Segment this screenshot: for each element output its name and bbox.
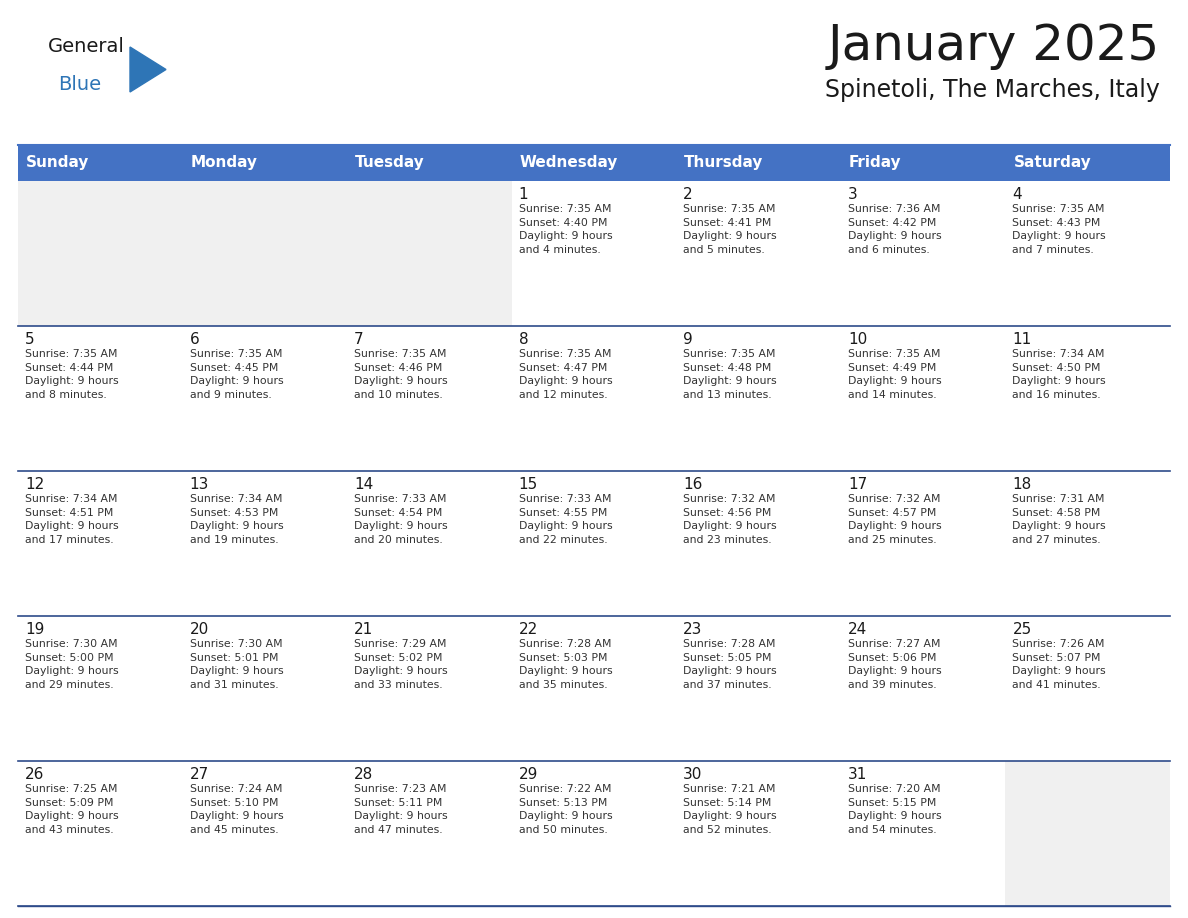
- Text: Sunrise: 7:35 AM
Sunset: 4:40 PM
Daylight: 9 hours
and 4 minutes.: Sunrise: 7:35 AM Sunset: 4:40 PM Dayligh…: [519, 204, 612, 255]
- Text: Sunrise: 7:36 AM
Sunset: 4:42 PM
Daylight: 9 hours
and 6 minutes.: Sunrise: 7:36 AM Sunset: 4:42 PM Dayligh…: [848, 204, 941, 255]
- Bar: [183, 181, 347, 326]
- Text: Wednesday: Wednesday: [519, 155, 618, 171]
- Text: Sunrise: 7:30 AM
Sunset: 5:01 PM
Daylight: 9 hours
and 31 minutes.: Sunrise: 7:30 AM Sunset: 5:01 PM Dayligh…: [190, 639, 283, 689]
- Text: Blue: Blue: [58, 75, 101, 94]
- Bar: [183, 145, 347, 181]
- Text: Saturday: Saturday: [1013, 155, 1092, 171]
- Text: 23: 23: [683, 622, 702, 637]
- Text: 1: 1: [519, 187, 529, 202]
- Text: 9: 9: [683, 332, 693, 347]
- Text: 28: 28: [354, 767, 373, 782]
- Text: Sunrise: 7:35 AM
Sunset: 4:43 PM
Daylight: 9 hours
and 7 minutes.: Sunrise: 7:35 AM Sunset: 4:43 PM Dayligh…: [1012, 204, 1106, 255]
- Bar: [18, 181, 1170, 326]
- Text: Sunrise: 7:34 AM
Sunset: 4:50 PM
Daylight: 9 hours
and 16 minutes.: Sunrise: 7:34 AM Sunset: 4:50 PM Dayligh…: [1012, 349, 1106, 400]
- Text: Sunrise: 7:35 AM
Sunset: 4:45 PM
Daylight: 9 hours
and 9 minutes.: Sunrise: 7:35 AM Sunset: 4:45 PM Dayligh…: [190, 349, 283, 400]
- Text: Sunrise: 7:31 AM
Sunset: 4:58 PM
Daylight: 9 hours
and 27 minutes.: Sunrise: 7:31 AM Sunset: 4:58 PM Dayligh…: [1012, 494, 1106, 544]
- Text: 13: 13: [190, 477, 209, 492]
- Text: 21: 21: [354, 622, 373, 637]
- Text: Sunrise: 7:23 AM
Sunset: 5:11 PM
Daylight: 9 hours
and 47 minutes.: Sunrise: 7:23 AM Sunset: 5:11 PM Dayligh…: [354, 784, 448, 834]
- Text: 16: 16: [683, 477, 702, 492]
- Text: 3: 3: [848, 187, 858, 202]
- Text: Sunrise: 7:32 AM
Sunset: 4:56 PM
Daylight: 9 hours
and 23 minutes.: Sunrise: 7:32 AM Sunset: 4:56 PM Dayligh…: [683, 494, 777, 544]
- Text: Sunrise: 7:34 AM
Sunset: 4:53 PM
Daylight: 9 hours
and 19 minutes.: Sunrise: 7:34 AM Sunset: 4:53 PM Dayligh…: [190, 494, 283, 544]
- Bar: [347, 181, 512, 326]
- Bar: [18, 181, 183, 326]
- Text: Sunrise: 7:35 AM
Sunset: 4:47 PM
Daylight: 9 hours
and 12 minutes.: Sunrise: 7:35 AM Sunset: 4:47 PM Dayligh…: [519, 349, 612, 400]
- Text: 27: 27: [190, 767, 209, 782]
- Bar: [18, 145, 183, 181]
- Text: 8: 8: [519, 332, 529, 347]
- Text: 30: 30: [683, 767, 702, 782]
- Text: 11: 11: [1012, 332, 1031, 347]
- Text: 24: 24: [848, 622, 867, 637]
- Text: Sunday: Sunday: [26, 155, 89, 171]
- Text: Sunrise: 7:33 AM
Sunset: 4:54 PM
Daylight: 9 hours
and 20 minutes.: Sunrise: 7:33 AM Sunset: 4:54 PM Dayligh…: [354, 494, 448, 544]
- Text: 26: 26: [25, 767, 44, 782]
- Text: Sunrise: 7:26 AM
Sunset: 5:07 PM
Daylight: 9 hours
and 41 minutes.: Sunrise: 7:26 AM Sunset: 5:07 PM Dayligh…: [1012, 639, 1106, 689]
- Text: Sunrise: 7:33 AM
Sunset: 4:55 PM
Daylight: 9 hours
and 22 minutes.: Sunrise: 7:33 AM Sunset: 4:55 PM Dayligh…: [519, 494, 612, 544]
- Text: Sunrise: 7:28 AM
Sunset: 5:05 PM
Daylight: 9 hours
and 37 minutes.: Sunrise: 7:28 AM Sunset: 5:05 PM Dayligh…: [683, 639, 777, 689]
- Text: Sunrise: 7:35 AM
Sunset: 4:44 PM
Daylight: 9 hours
and 8 minutes.: Sunrise: 7:35 AM Sunset: 4:44 PM Dayligh…: [25, 349, 119, 400]
- Text: 12: 12: [25, 477, 44, 492]
- Text: 5: 5: [25, 332, 34, 347]
- Bar: [841, 145, 1005, 181]
- Text: Friday: Friday: [849, 155, 902, 171]
- Bar: [18, 471, 1170, 616]
- Text: 19: 19: [25, 622, 44, 637]
- Text: Sunrise: 7:35 AM
Sunset: 4:48 PM
Daylight: 9 hours
and 13 minutes.: Sunrise: 7:35 AM Sunset: 4:48 PM Dayligh…: [683, 349, 777, 400]
- Text: 20: 20: [190, 622, 209, 637]
- Text: Sunrise: 7:35 AM
Sunset: 4:49 PM
Daylight: 9 hours
and 14 minutes.: Sunrise: 7:35 AM Sunset: 4:49 PM Dayligh…: [848, 349, 941, 400]
- Bar: [18, 616, 1170, 761]
- Text: 17: 17: [848, 477, 867, 492]
- Polygon shape: [129, 47, 166, 92]
- Text: Sunrise: 7:28 AM
Sunset: 5:03 PM
Daylight: 9 hours
and 35 minutes.: Sunrise: 7:28 AM Sunset: 5:03 PM Dayligh…: [519, 639, 612, 689]
- Bar: [676, 145, 841, 181]
- Text: 29: 29: [519, 767, 538, 782]
- Text: Sunrise: 7:27 AM
Sunset: 5:06 PM
Daylight: 9 hours
and 39 minutes.: Sunrise: 7:27 AM Sunset: 5:06 PM Dayligh…: [848, 639, 941, 689]
- Text: 25: 25: [1012, 622, 1031, 637]
- Text: Tuesday: Tuesday: [355, 155, 425, 171]
- Text: Sunrise: 7:22 AM
Sunset: 5:13 PM
Daylight: 9 hours
and 50 minutes.: Sunrise: 7:22 AM Sunset: 5:13 PM Dayligh…: [519, 784, 612, 834]
- Text: Sunrise: 7:29 AM
Sunset: 5:02 PM
Daylight: 9 hours
and 33 minutes.: Sunrise: 7:29 AM Sunset: 5:02 PM Dayligh…: [354, 639, 448, 689]
- Text: Thursday: Thursday: [684, 155, 764, 171]
- Text: 6: 6: [190, 332, 200, 347]
- Text: Sunrise: 7:21 AM
Sunset: 5:14 PM
Daylight: 9 hours
and 52 minutes.: Sunrise: 7:21 AM Sunset: 5:14 PM Dayligh…: [683, 784, 777, 834]
- Text: General: General: [48, 37, 125, 56]
- Text: Sunrise: 7:25 AM
Sunset: 5:09 PM
Daylight: 9 hours
and 43 minutes.: Sunrise: 7:25 AM Sunset: 5:09 PM Dayligh…: [25, 784, 119, 834]
- Text: 4: 4: [1012, 187, 1022, 202]
- Text: January 2025: January 2025: [828, 22, 1159, 70]
- Bar: [1005, 145, 1170, 181]
- Text: 2: 2: [683, 187, 693, 202]
- Bar: [18, 326, 1170, 471]
- Text: Spinetoli, The Marches, Italy: Spinetoli, The Marches, Italy: [826, 78, 1159, 102]
- Text: Sunrise: 7:30 AM
Sunset: 5:00 PM
Daylight: 9 hours
and 29 minutes.: Sunrise: 7:30 AM Sunset: 5:00 PM Dayligh…: [25, 639, 119, 689]
- Text: Sunrise: 7:35 AM
Sunset: 4:41 PM
Daylight: 9 hours
and 5 minutes.: Sunrise: 7:35 AM Sunset: 4:41 PM Dayligh…: [683, 204, 777, 255]
- Text: Sunrise: 7:34 AM
Sunset: 4:51 PM
Daylight: 9 hours
and 17 minutes.: Sunrise: 7:34 AM Sunset: 4:51 PM Dayligh…: [25, 494, 119, 544]
- Text: 14: 14: [354, 477, 373, 492]
- Text: 15: 15: [519, 477, 538, 492]
- Bar: [1005, 761, 1170, 906]
- Text: Sunrise: 7:24 AM
Sunset: 5:10 PM
Daylight: 9 hours
and 45 minutes.: Sunrise: 7:24 AM Sunset: 5:10 PM Dayligh…: [190, 784, 283, 834]
- Text: 7: 7: [354, 332, 364, 347]
- Text: Sunrise: 7:32 AM
Sunset: 4:57 PM
Daylight: 9 hours
and 25 minutes.: Sunrise: 7:32 AM Sunset: 4:57 PM Dayligh…: [848, 494, 941, 544]
- Bar: [347, 145, 512, 181]
- Text: Sunrise: 7:20 AM
Sunset: 5:15 PM
Daylight: 9 hours
and 54 minutes.: Sunrise: 7:20 AM Sunset: 5:15 PM Dayligh…: [848, 784, 941, 834]
- Text: 10: 10: [848, 332, 867, 347]
- Text: 31: 31: [848, 767, 867, 782]
- Bar: [18, 761, 1170, 906]
- Bar: [512, 145, 676, 181]
- Text: 22: 22: [519, 622, 538, 637]
- Text: Monday: Monday: [190, 155, 258, 171]
- Text: 18: 18: [1012, 477, 1031, 492]
- Text: Sunrise: 7:35 AM
Sunset: 4:46 PM
Daylight: 9 hours
and 10 minutes.: Sunrise: 7:35 AM Sunset: 4:46 PM Dayligh…: [354, 349, 448, 400]
